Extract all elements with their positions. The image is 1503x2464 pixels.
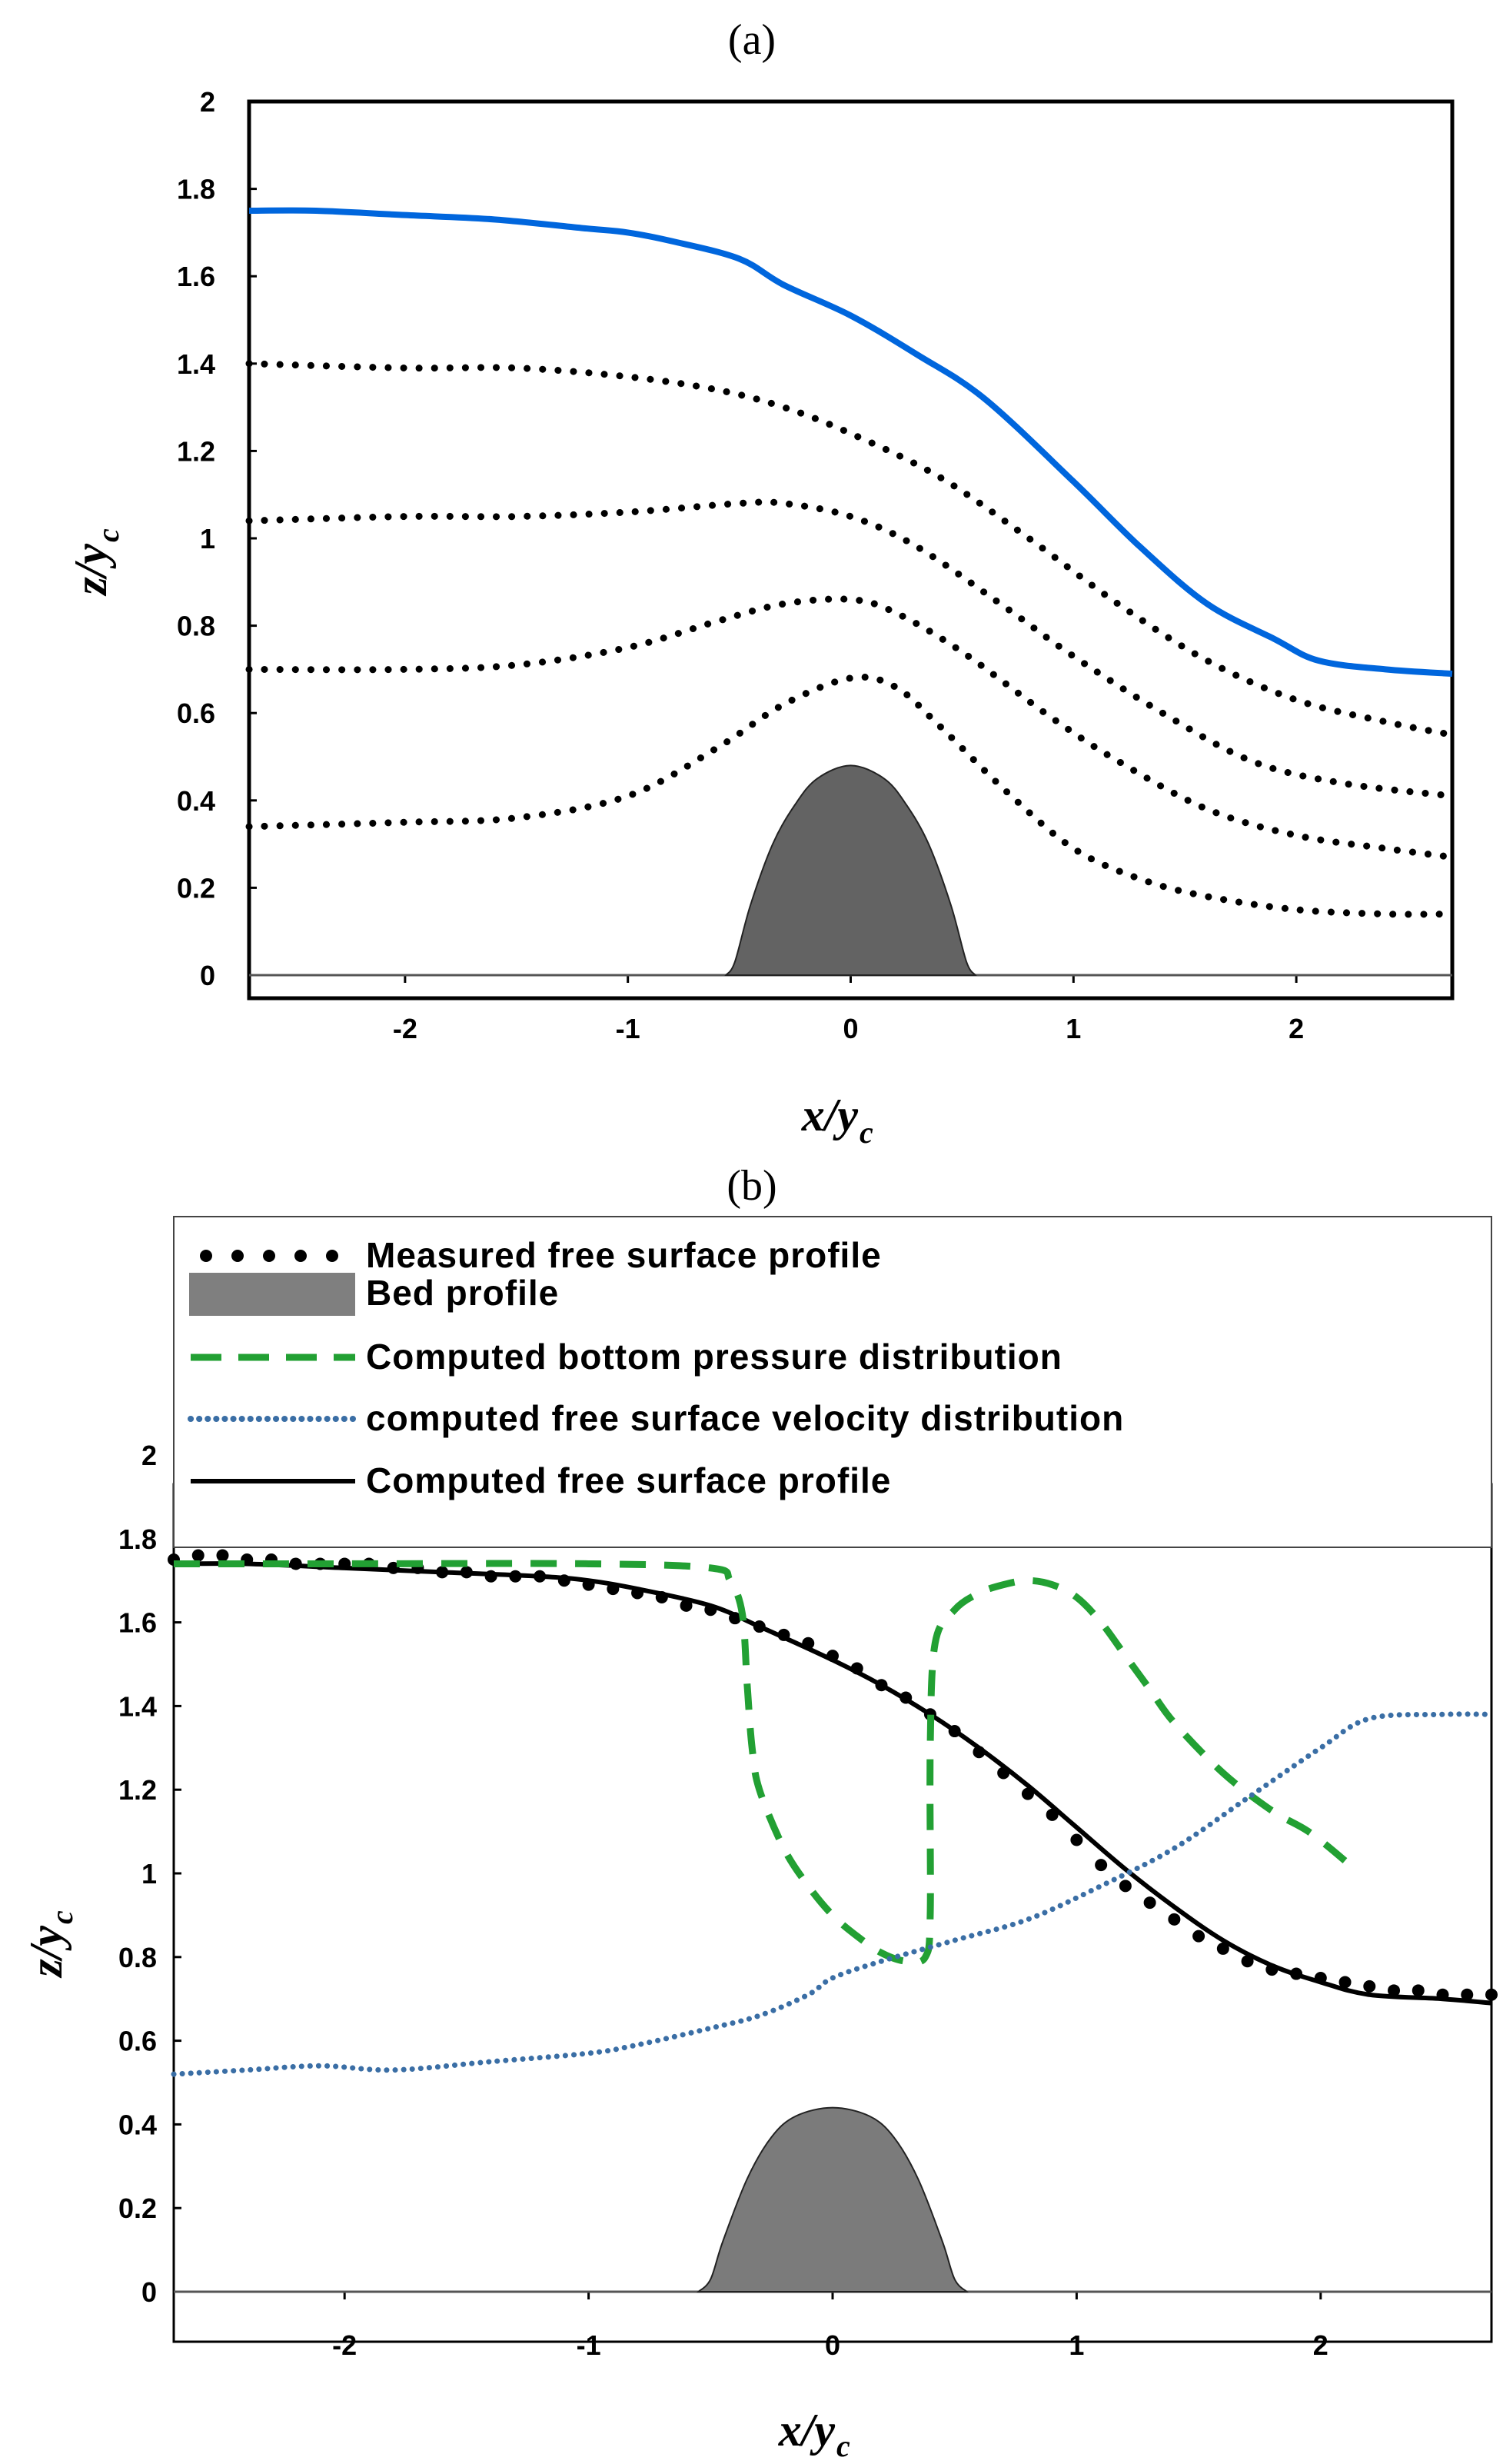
- x-tick-label: 0: [825, 2329, 840, 2361]
- data-point: [191, 1549, 205, 1562]
- legend-swatch-box: [189, 1273, 355, 1316]
- data-point: [1363, 1980, 1376, 1993]
- x-tick-label: 0: [843, 1013, 858, 1044]
- panel-a-title: (a): [728, 16, 776, 64]
- legend-swatch-dots: [200, 1250, 338, 1262]
- y-tick-label: 1.2: [118, 1774, 157, 1806]
- bed-profile-shape: [697, 2106, 969, 2293]
- legend-item-bed: Bed profile: [189, 1273, 559, 1316]
- legend-label: Computed free surface profile: [366, 1460, 891, 1500]
- series-computed-bottom-pressure-distribution: [173, 1560, 1360, 1966]
- series-free-surface: [248, 207, 1453, 678]
- legend-label: Bed profile: [366, 1273, 559, 1313]
- panel-b-x-axis-label-sub: c: [836, 2429, 850, 2463]
- x-tick-label: -2: [393, 1013, 417, 1044]
- y-tick-label: 1.6: [177, 261, 215, 292]
- panel-b-title: (b): [727, 1162, 776, 1210]
- data-point: [1461, 1988, 1474, 2001]
- y-tick-label: 2: [200, 86, 215, 118]
- series-computed-free-surface-profile: [173, 1561, 1492, 2006]
- y-tick-label: 0.8: [118, 1942, 157, 1973]
- panel-b-y-axis-label-group: z/y c: [21, 1910, 79, 1979]
- y-tick-label: 1: [200, 523, 215, 554]
- legend-dot: [326, 1250, 338, 1262]
- panel-a-x-ticks: -2 -1 0 1 2: [393, 975, 1304, 1044]
- legend-item-pressure: Computed bottom pressure distribution: [191, 1337, 1062, 1377]
- panel-a-x-axis-label: x/y: [801, 1090, 859, 1140]
- bed-profile-shape: [724, 764, 977, 976]
- y-tick-label: 0.6: [177, 698, 215, 729]
- y-tick-label: 0.4: [177, 785, 215, 817]
- x-tick-label: -1: [577, 2329, 601, 2361]
- data-point: [680, 1599, 693, 1612]
- series-measured-free-surface-profile: [168, 1549, 1498, 2001]
- panel-b: (b) 00.20.40.60.811.21.41.61.82 -2 -1 0 1 2 …: [21, 1162, 1498, 2463]
- data-point: [1070, 1833, 1083, 1846]
- panel-a-y-axis-label-sub: c: [91, 528, 125, 542]
- data-point: [1192, 1930, 1205, 1943]
- legend-item-computed-surface: Computed free surface profile: [191, 1460, 891, 1500]
- y-tick-label: 2: [141, 1440, 157, 1471]
- y-tick-label: 1.6: [118, 1607, 157, 1639]
- y-tick-label: 0: [200, 960, 215, 991]
- series-computed-free-surface-velocity-distribution: [171, 1711, 1495, 2077]
- y-tick-label: 1.4: [118, 1690, 157, 1722]
- panel-b-legend: Measured free surface profile Bed profil…: [173, 1216, 1492, 1548]
- legend-dot: [294, 1250, 307, 1262]
- panel-a-y-ticks: 0 0.2 0.4 0.6 0.8 1 1.2 1.4 1.6 1.8 2: [177, 86, 257, 991]
- y-tick-label: 0.2: [118, 2193, 157, 2224]
- series-streamline-2: [245, 498, 1456, 800]
- panel-a-y-axis-label-group: z/y c: [65, 528, 125, 597]
- legend-label: computed free surface velocity distribut…: [366, 1398, 1124, 1438]
- legend-dot: [231, 1250, 244, 1262]
- x-tick-label: 2: [1313, 2329, 1328, 2361]
- data-point: [1119, 1880, 1132, 1893]
- panel-b-x-ticks: -2 -1 0 1 2: [332, 2292, 1328, 2361]
- x-tick-label: 2: [1289, 1013, 1304, 1044]
- y-tick-label: 1.2: [177, 435, 215, 467]
- legend-dot: [200, 1250, 212, 1262]
- panel-b-x-axis-label: x/y: [778, 2405, 836, 2456]
- panel-a: (a) 00.20.40.60.811.21.41.61.82 -2 -1 0 1 2 …: [65, 16, 1456, 1150]
- panel-b-y-axis-label: z/y: [21, 1926, 71, 1979]
- panel-b-y-ticks: 0 0.2 0.4 0.6 0.8 1 1.2 1.4 1.6 1.8 2: [118, 1440, 181, 2308]
- series-streamline-4: [245, 673, 1456, 918]
- panel-a-plot-area: [245, 207, 1456, 977]
- x-tick-label: 1: [1069, 2329, 1084, 2361]
- data-point: [1168, 1913, 1181, 1926]
- data-point: [1338, 1976, 1352, 1989]
- y-tick-label: 0.6: [118, 2026, 157, 2057]
- data-point: [1216, 1942, 1229, 1955]
- x-tick-label: -1: [616, 1013, 640, 1044]
- panel-a-frame: [247, 99, 1455, 1001]
- data-point: [1485, 1988, 1498, 2001]
- y-tick-label: 0.4: [118, 2109, 157, 2140]
- y-tick-label: 0.8: [177, 611, 215, 642]
- data-point: [1241, 1955, 1254, 1968]
- y-tick-label: 0: [141, 2276, 157, 2308]
- legend-dot: [263, 1250, 275, 1262]
- y-tick-label: 1.8: [177, 174, 215, 205]
- panel-a-y-axis-label: z/y: [65, 544, 116, 597]
- y-tick-label: 1.8: [118, 1523, 157, 1555]
- panel-b-y-axis-label-sub: c: [45, 1910, 79, 1924]
- data-point: [1388, 1984, 1401, 1997]
- x-tick-label: -2: [332, 2329, 357, 2361]
- data-point: [216, 1549, 229, 1562]
- panel-a-x-axis-label-sub: c: [860, 1115, 873, 1150]
- data-point: [1143, 1896, 1156, 1910]
- data-point: [1095, 1859, 1108, 1872]
- legend-item-measured: Measured free surface profile: [200, 1235, 882, 1275]
- legend-item-velocity: computed free surface velocity distribut…: [188, 1398, 1124, 1438]
- x-tick-label: 1: [1066, 1013, 1081, 1044]
- y-tick-label: 1.4: [177, 348, 215, 380]
- legend-box: [173, 1216, 1492, 1548]
- data-point: [1412, 1984, 1425, 1997]
- panel-b-plot-area: [168, 1549, 1498, 2293]
- y-tick-label: 0.2: [177, 872, 215, 904]
- legend-label: Computed bottom pressure distribution: [366, 1337, 1062, 1377]
- y-tick-label: 1: [141, 1858, 157, 1890]
- legend-label: Measured free surface profile: [366, 1235, 882, 1275]
